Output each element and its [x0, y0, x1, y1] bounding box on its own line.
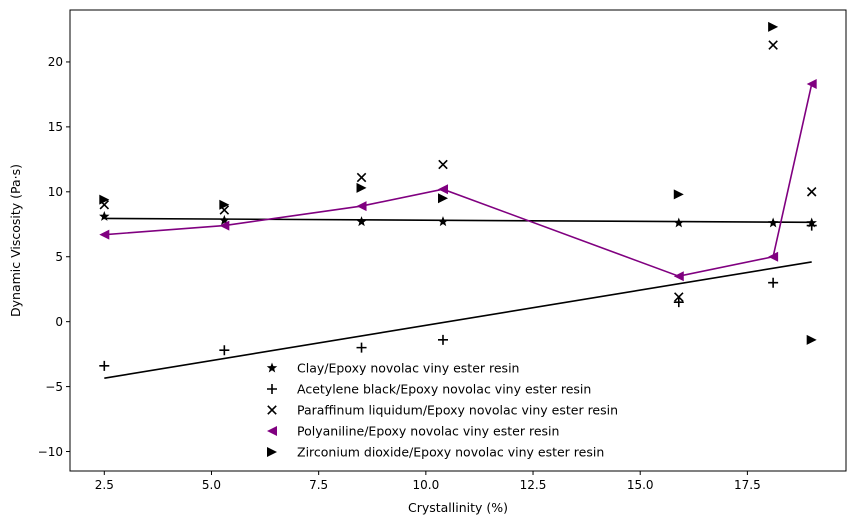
y-tick-label: −5: [45, 380, 63, 394]
data-point-s4-3: [356, 201, 367, 212]
data-point-s2-3: [356, 342, 367, 353]
x-tick-label: 2.5: [95, 478, 114, 492]
data-point-s4-5: [673, 271, 684, 282]
y-tick-label: 0: [55, 315, 63, 329]
legend-label-3: Paraffinum liquidum/Epoxy novolac viny e…: [297, 403, 618, 418]
data-point-s5-6: [768, 21, 779, 32]
data-point-s2-6: [768, 277, 779, 288]
data-point-s5-4: [437, 193, 448, 204]
data-point-s5-7: [806, 334, 817, 345]
legend-label-2: Acetylene black/Epoxy novolac viny ester…: [297, 382, 591, 397]
legend-marker-4: [267, 426, 277, 436]
data-point-s3-4: [438, 159, 448, 170]
legend-marker-5: [267, 447, 277, 457]
data-point-s1-5: [673, 217, 685, 228]
data-point-s2-2: [219, 345, 230, 356]
y-tick-label: 20: [48, 55, 63, 69]
data-point-s3-7: [806, 187, 817, 197]
y-axis: −10 −5 0 5 10 15 20: [38, 55, 70, 459]
y-tick-label: −10: [38, 445, 63, 459]
legend-marker-2: [267, 384, 277, 394]
data-point-s4-1: [99, 229, 110, 240]
x-tick-label: 17.5: [734, 478, 761, 492]
data-point-s3-5: [674, 292, 684, 302]
x-axis-label: Crystallinity (%): [408, 500, 508, 515]
x-axis: 2.5 5.0 7.5 10.0 12.5 15.0 17.5: [95, 471, 761, 492]
legend: Clay/Epoxy novolac viny ester resin Acety…: [266, 361, 618, 460]
series-markers: [99, 21, 817, 371]
data-point-s4-2: [219, 220, 230, 231]
data-point-s4-7: [806, 79, 817, 90]
data-point-s5-3: [356, 182, 367, 193]
data-point-s1-2: [219, 214, 230, 225]
data-point-s1-3: [356, 216, 367, 227]
x-tick-label: 5.0: [202, 478, 221, 492]
x-tick-label: 7.5: [309, 478, 328, 492]
data-point-s3-6: [768, 40, 778, 50]
plot-area-frame: [69, 9, 847, 472]
data-point-s5-2: [219, 199, 230, 210]
data-point-s2-1: [99, 360, 110, 371]
legend-label-1: Clay/Epoxy novolac viny ester resin: [297, 361, 519, 376]
data-point-s4-4: [437, 184, 448, 195]
data-point-s5-1: [99, 194, 110, 205]
y-tick-label: 10: [48, 185, 63, 199]
legend-label-4: Polyaniline/Epoxy novolac viny ester res…: [297, 424, 559, 439]
legend-label-5: Zirconium dioxide/Epoxy novolac viny est…: [297, 445, 604, 460]
y-tick-label: 15: [48, 120, 63, 134]
data-point-s5-5: [673, 189, 684, 200]
data-point-s2-7: [806, 220, 817, 231]
x-tick-label: 12.5: [520, 478, 547, 492]
data-point-s1-4: [437, 216, 449, 227]
data-point-s4-6: [768, 251, 779, 262]
x-tick-label: 15.0: [627, 478, 654, 492]
y-tick-label: 5: [55, 250, 63, 264]
data-point-s3-3: [356, 172, 367, 183]
legend-marker-3: [267, 405, 277, 415]
x-tick-label: 10.0: [412, 478, 439, 492]
trend-line-2: [104, 261, 812, 379]
data-point-s1-1: [99, 210, 110, 221]
legend-marker-1: [266, 362, 278, 373]
y-axis-label: Dynamic Viscosity (Pa·s): [8, 164, 23, 317]
data-point-s2-5: [673, 297, 684, 308]
data-point-s1-6: [767, 217, 779, 228]
data-point-s2-4: [437, 334, 448, 345]
